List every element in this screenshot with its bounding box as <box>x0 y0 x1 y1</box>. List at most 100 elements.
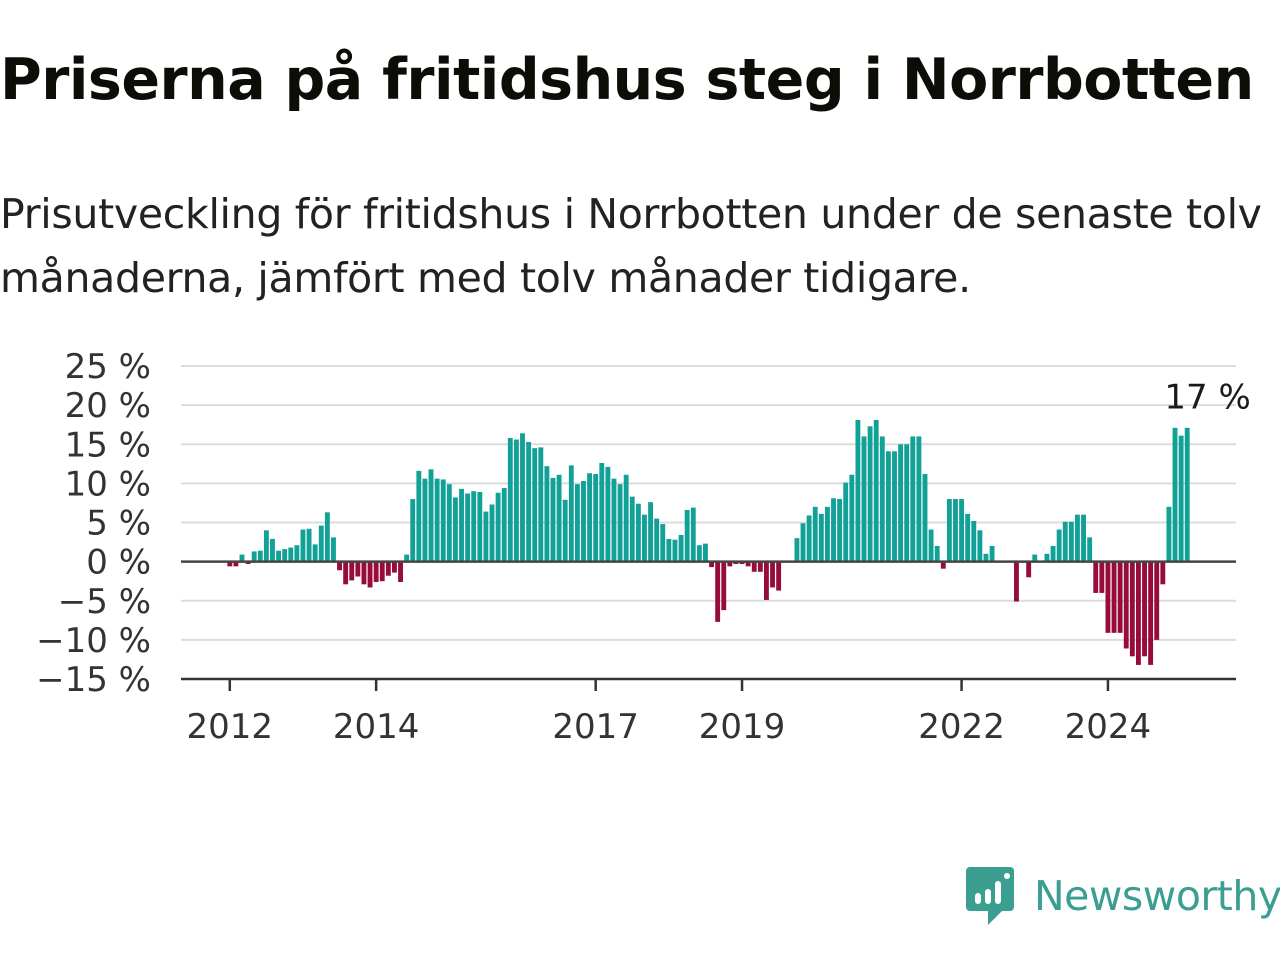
y-tick-label: 5 % <box>86 504 151 544</box>
bar <box>623 474 629 562</box>
bar <box>922 473 928 562</box>
y-tick-label: 15 % <box>65 425 151 465</box>
brand: Newsworthy <box>964 864 1280 928</box>
bar <box>428 469 434 562</box>
x-tick-label: 2014 <box>333 707 420 747</box>
bar <box>770 561 775 588</box>
bar <box>1129 561 1135 657</box>
bar <box>635 503 641 562</box>
bar <box>971 520 977 562</box>
bar <box>300 529 306 562</box>
bar <box>934 545 940 562</box>
bar <box>483 511 489 562</box>
bar <box>666 538 672 562</box>
bar <box>1154 561 1160 640</box>
bar <box>1160 561 1166 585</box>
bar <box>1123 561 1129 649</box>
bar <box>763 561 769 600</box>
bars <box>227 419 1190 665</box>
x-tick-label: 2012 <box>187 707 274 747</box>
bar <box>1062 521 1068 562</box>
bar <box>520 433 525 562</box>
bar <box>965 513 971 562</box>
bar <box>812 506 818 562</box>
brand-name: Newsworthy <box>1034 872 1280 920</box>
bar <box>959 499 965 562</box>
bar <box>398 561 403 582</box>
x-axis-labels: 2012 2014 2017 2019 2022 2024 <box>187 707 1152 747</box>
bar <box>672 539 678 562</box>
bar <box>928 529 934 562</box>
y-tick-label: 0 % <box>86 543 151 583</box>
bar <box>910 436 916 562</box>
y-tick-label: −15 % <box>36 660 151 700</box>
bar <box>751 561 757 572</box>
y-tick-label: 10 % <box>65 464 151 504</box>
x-tick-label: 2017 <box>552 707 639 747</box>
bar <box>1087 537 1093 562</box>
bar <box>940 561 946 569</box>
bar <box>318 525 324 562</box>
bar <box>587 473 593 562</box>
bar <box>824 506 830 562</box>
bar <box>233 561 239 567</box>
bar <box>1166 506 1172 562</box>
y-tick-label: 25 % <box>65 347 151 387</box>
bar <box>404 554 410 562</box>
bar <box>532 448 538 562</box>
bar <box>306 528 312 562</box>
bar <box>257 550 263 562</box>
bar <box>239 554 245 562</box>
bar <box>568 465 574 562</box>
y-tick-label: 20 % <box>65 386 151 426</box>
bar <box>873 419 879 562</box>
bar <box>446 484 452 562</box>
bar <box>855 419 861 562</box>
bar <box>312 544 318 562</box>
bar <box>410 499 416 562</box>
bar <box>617 484 623 562</box>
bar <box>843 482 849 562</box>
bar <box>392 561 397 573</box>
bar <box>489 504 495 562</box>
bar <box>1099 561 1105 593</box>
y-tick-label: −10 % <box>36 621 151 661</box>
bar <box>977 530 983 562</box>
bar <box>892 451 897 562</box>
axes <box>181 560 1236 691</box>
bar <box>263 530 269 562</box>
bar <box>385 561 391 576</box>
bar <box>276 550 282 562</box>
bar <box>477 491 483 562</box>
bar <box>270 538 275 562</box>
bar <box>1081 514 1086 562</box>
bar <box>654 518 660 562</box>
bar <box>471 491 477 562</box>
bar <box>715 561 721 622</box>
y-axis-labels: 25 %20 %15 %10 %5 %0 %−5 %−10 %−15 % <box>36 347 151 700</box>
bar <box>416 470 422 562</box>
bar <box>495 492 501 562</box>
chart-title: Priserna på fritidshus steg i Norrbotten <box>0 47 1254 113</box>
bar <box>227 561 233 567</box>
bar <box>1050 545 1056 562</box>
bar <box>757 561 763 572</box>
bar <box>1184 427 1190 562</box>
bar <box>452 497 458 562</box>
newsworthy-logo-icon <box>966 867 1014 925</box>
bar <box>1075 514 1080 562</box>
bar <box>1093 561 1099 593</box>
bar <box>501 488 507 562</box>
bar <box>349 561 355 581</box>
bar <box>611 478 617 562</box>
bar <box>1178 435 1184 562</box>
bar <box>331 537 336 562</box>
bar <box>361 561 367 585</box>
bar <box>818 513 824 562</box>
bar <box>324 512 330 562</box>
bar <box>831 498 836 562</box>
bar <box>288 547 294 562</box>
bar <box>343 561 349 585</box>
bar <box>1026 561 1032 578</box>
bar <box>709 561 714 568</box>
